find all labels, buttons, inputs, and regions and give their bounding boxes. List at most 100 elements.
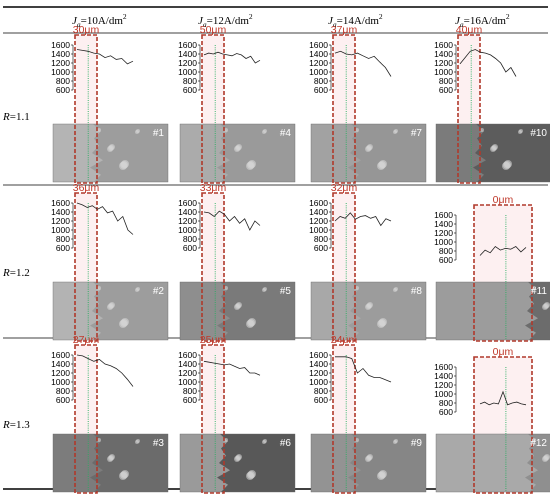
micrograph-grain [135, 440, 139, 444]
y-tick-label: 600 [183, 85, 197, 95]
y-tick-label: 1000 [51, 225, 70, 235]
micrograph-grain [262, 440, 266, 444]
coating-region-box [457, 34, 481, 184]
sample-number-label: #8 [411, 286, 423, 297]
y-tick-label: 800 [439, 76, 453, 86]
hardness-profile-line [479, 390, 527, 406]
y-tick-label: 600 [314, 85, 328, 95]
micrograph-substrate-region [217, 282, 295, 340]
y-tick-label: 1200 [178, 368, 197, 378]
micrograph-border [435, 281, 550, 341]
y-tick-label: 1400 [178, 49, 197, 59]
micrograph-grain [365, 304, 371, 310]
micrograph-grain [246, 162, 254, 170]
y-tick-label: 1200 [51, 368, 70, 378]
y-tick-label: 1000 [51, 377, 70, 387]
y-tick-label: 1200 [178, 216, 197, 226]
coating-thickness-label: 30μm [73, 24, 100, 36]
coating-region-box [74, 34, 98, 184]
micrograph-grain [542, 456, 548, 462]
y-tick-label: 1000 [178, 67, 197, 77]
y-tick-label: 1400 [434, 49, 453, 59]
coating-thickness-label: 32μm [331, 182, 358, 194]
column-header-2: Ja=12A/dm2 [198, 12, 253, 29]
y-tick-label: 1400 [434, 371, 453, 381]
y-tick-label: 1200 [434, 58, 453, 68]
y-tick-label: 1400 [309, 207, 328, 217]
micrograph-border [435, 433, 550, 493]
y-tick-label: 1200 [178, 58, 197, 68]
y-tick-label: 800 [183, 234, 197, 244]
micrograph-grain [532, 286, 536, 290]
y-tick-label: 1000 [434, 67, 453, 77]
y-tick-label: 600 [439, 255, 453, 265]
y-tick-label: 1000 [309, 377, 328, 387]
coating-region-box [332, 344, 356, 494]
y-tick-label: 600 [439, 407, 453, 417]
y-tick-label: 1400 [51, 207, 70, 217]
micrograph-grain [107, 304, 113, 310]
y-tick-label: 600 [56, 243, 70, 253]
micrograph-substrate-region [348, 434, 426, 492]
y-tick-label: 600 [439, 85, 453, 95]
y-tick-label: 1200 [309, 368, 328, 378]
micrograph-grain [107, 146, 113, 152]
column-header-3: Ja=14A/dm2 [328, 12, 383, 29]
y-tick-label: 800 [314, 76, 328, 86]
coating-thickness-label: 24μm [331, 334, 358, 346]
y-tick-label: 800 [439, 246, 453, 256]
micrograph-grain [365, 456, 371, 462]
y-tick-label: 1600 [51, 198, 70, 208]
micrograph-grain [490, 146, 496, 152]
sample-number-label: #10 [530, 128, 547, 139]
micrograph-grain [393, 440, 397, 444]
y-tick-label: 1600 [434, 40, 453, 50]
micrograph-grain [135, 288, 139, 292]
micrograph-grain [246, 472, 254, 480]
micrograph-grain [480, 128, 484, 132]
y-tick-label: 1000 [178, 225, 197, 235]
row-label-2: R=1.2 [2, 267, 30, 279]
y-tick-label: 800 [56, 76, 70, 86]
coating-thickness-label: 33μm [200, 182, 227, 194]
y-tick-label: 1600 [178, 198, 197, 208]
micrograph-border [435, 123, 550, 183]
y-tick-label: 600 [183, 395, 197, 405]
y-tick-label: 1600 [178, 40, 197, 50]
y-tick-label: 1400 [51, 49, 70, 59]
micrograph-border [310, 123, 427, 183]
micrograph-grain [518, 130, 522, 134]
y-tick-label: 1200 [51, 216, 70, 226]
micrograph-substrate-region [217, 434, 295, 492]
micrograph-substrate-region [217, 124, 295, 182]
coating-thickness-label: 40μm [456, 24, 483, 36]
coating-thickness-label: 25μm [200, 334, 227, 346]
micrograph-border [52, 281, 169, 341]
coating-thickness-label: 27μm [73, 334, 100, 346]
y-tick-label: 1600 [178, 350, 197, 360]
y-tick-label: 1200 [51, 58, 70, 68]
hardness-profile-line [76, 354, 134, 387]
y-tick-label: 1600 [309, 350, 328, 360]
coating-thickness-label: 37μm [331, 24, 358, 36]
coating-thickness-label: 0μm [493, 194, 514, 206]
micrograph-border [179, 281, 296, 341]
micrograph-grain [262, 130, 266, 134]
y-tick-label: 1400 [178, 359, 197, 369]
y-tick-label: 800 [56, 386, 70, 396]
y-tick-label: 1600 [434, 362, 453, 372]
sample-number-label: #9 [411, 438, 423, 449]
micrograph-border [52, 123, 169, 183]
hardness-profile-line [459, 49, 517, 77]
y-tick-label: 600 [314, 395, 328, 405]
y-tick-label: 800 [314, 234, 328, 244]
sample-number-label: #2 [153, 286, 165, 297]
sample-number-label: #5 [280, 286, 292, 297]
